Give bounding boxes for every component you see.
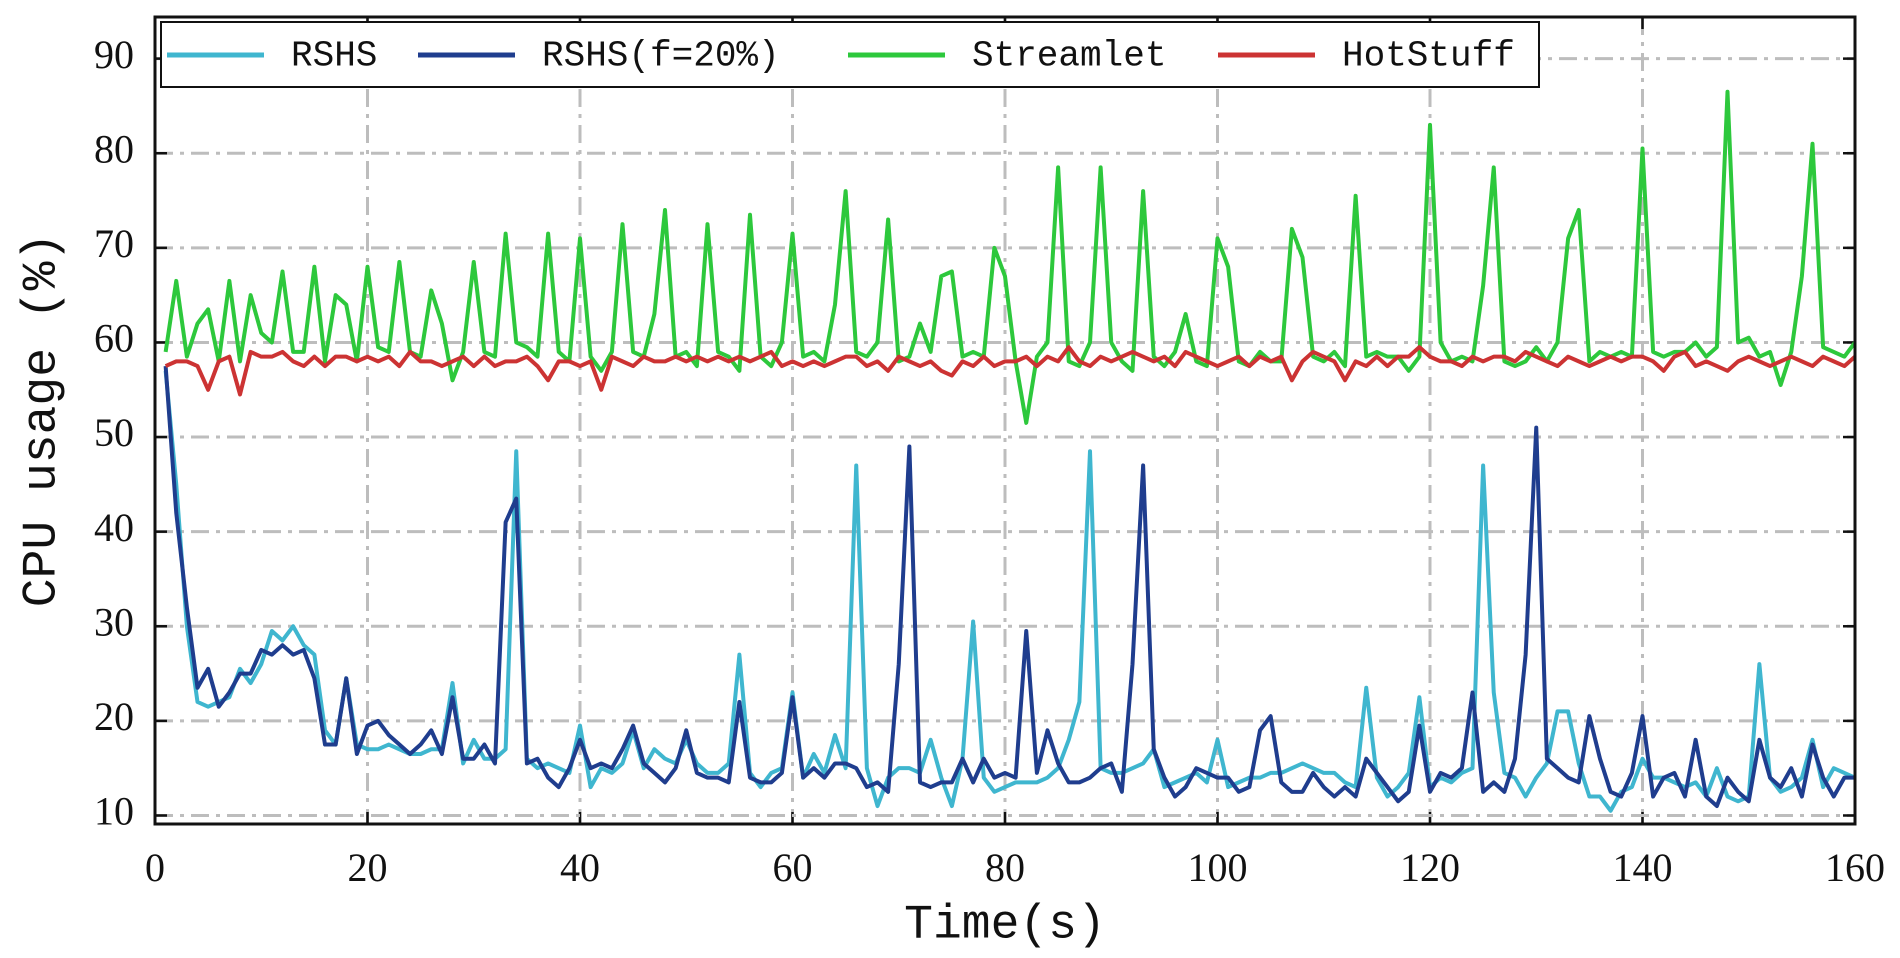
y-tick-label: 40 <box>94 505 134 550</box>
y-tick-label: 80 <box>94 126 134 171</box>
y-tick-label: 60 <box>94 316 134 361</box>
x-tick-label: 120 <box>1400 845 1460 890</box>
y-tick-label: 10 <box>94 789 134 834</box>
y-tick-label: 70 <box>94 221 134 266</box>
x-tick-label: 40 <box>560 845 600 890</box>
y-tick-label: 90 <box>94 32 134 77</box>
x-tick-label: 0 <box>145 845 165 890</box>
series-line <box>163 89 1857 425</box>
x-tick-label: 100 <box>1188 845 1248 890</box>
y-tick-label: 30 <box>94 599 134 644</box>
legend-label: Streamlet <box>972 36 1166 77</box>
legend-label: RSHS(f=20%) <box>542 36 780 77</box>
legend-label: RSHS <box>291 36 377 77</box>
x-axis-title: Time(s) <box>904 899 1106 953</box>
y-tick-label: 20 <box>94 694 134 739</box>
x-tick-label: 160 <box>1825 845 1885 890</box>
y-axis-title: CPU usage (%) <box>16 233 70 607</box>
x-tick-label: 140 <box>1613 845 1673 890</box>
y-tick-label: 50 <box>94 410 134 455</box>
x-tick-label: 60 <box>773 845 813 890</box>
series-line <box>163 365 1855 809</box>
plot-frame <box>153 15 1857 826</box>
legend: RSHS RSHS(f=20%) Streamlet HotStuff <box>160 21 1540 88</box>
x-tick-label: 80 <box>985 845 1025 890</box>
legend-label: HotStuff <box>1342 36 1515 77</box>
series-line <box>164 345 1857 397</box>
x-tick-label: 20 <box>348 845 388 890</box>
